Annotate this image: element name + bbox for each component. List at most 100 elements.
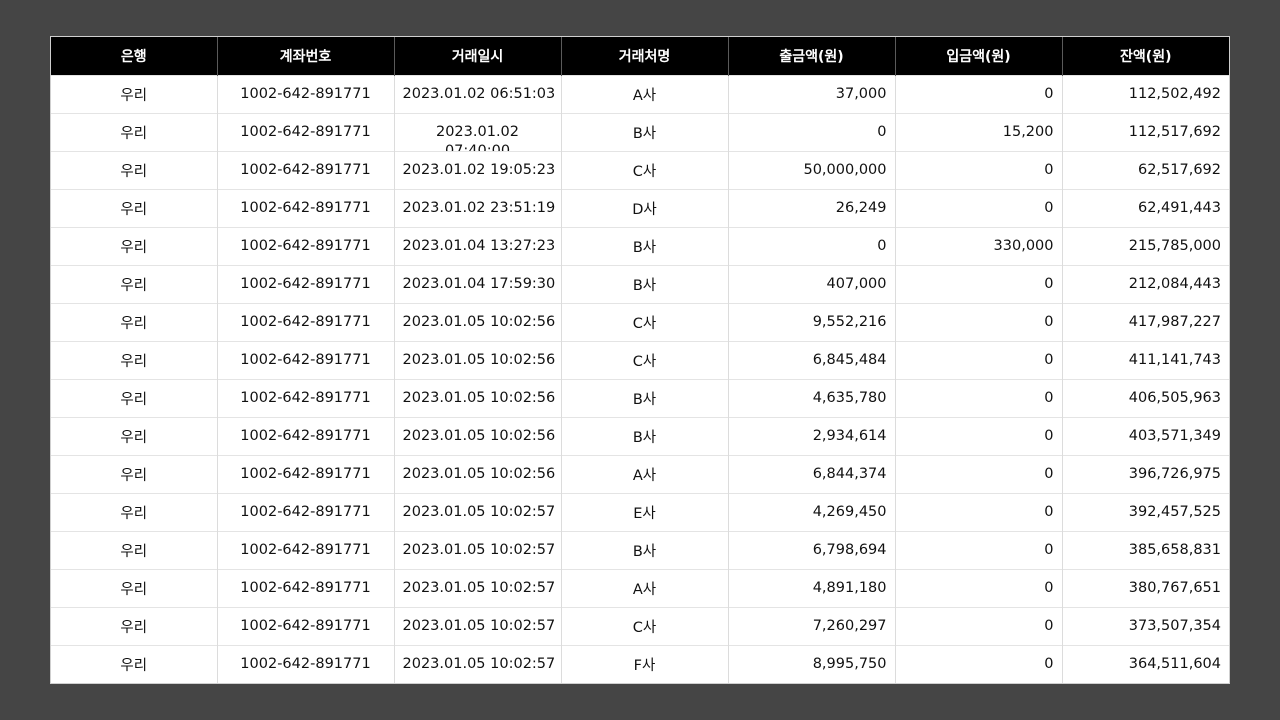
cell-bank: 우리 bbox=[51, 606, 218, 645]
cell-withdrawal: 9,552,216 bbox=[728, 302, 896, 341]
cell-deposit: 0 bbox=[895, 606, 1063, 645]
cell-counterparty: B사 bbox=[561, 264, 729, 303]
cell-deposit: 0 bbox=[895, 74, 1063, 113]
cell-transaction-datetime: 2023.01.05 10:02:57 bbox=[394, 606, 562, 645]
cell-counterparty: C사 bbox=[561, 150, 729, 189]
cell-account-number: 1002-642-891771 bbox=[217, 530, 395, 569]
cell-withdrawal: 0 bbox=[728, 112, 896, 151]
cell-bank: 우리 bbox=[51, 150, 218, 189]
table-row: 우리 1002-642-891771 2023.01.05 10:02:56 B사 2,… bbox=[51, 416, 1229, 455]
table-body: 우리 1002-642-891771 2023.01.02 06:51:03 A사 37… bbox=[51, 74, 1229, 683]
cell-transaction-datetime: 2023.01.02 07:40:00 bbox=[394, 112, 562, 151]
cell-transaction-datetime: 2023.01.02 19:05:23 bbox=[394, 150, 562, 189]
cell-withdrawal: 6,844,374 bbox=[728, 454, 896, 493]
cell-counterparty: E사 bbox=[561, 492, 729, 531]
cell-transaction-datetime: 2023.01.05 10:02:56 bbox=[394, 302, 562, 341]
cell-account-number: 1002-642-891771 bbox=[217, 606, 395, 645]
table-row: 우리 1002-642-891771 2023.01.05 10:02:57 C사 7,… bbox=[51, 606, 1229, 645]
cell-withdrawal: 2,934,614 bbox=[728, 416, 896, 455]
cell-balance: 380,767,651 bbox=[1062, 568, 1229, 607]
cell-withdrawal: 8,995,750 bbox=[728, 644, 896, 683]
cell-transaction-datetime: 2023.01.05 10:02:57 bbox=[394, 530, 562, 569]
cell-counterparty: B사 bbox=[561, 530, 729, 569]
cell-withdrawal: 6,845,484 bbox=[728, 340, 896, 379]
header-withdrawal: 출금액(원) bbox=[728, 37, 896, 75]
cell-counterparty: B사 bbox=[561, 378, 729, 417]
cell-account-number: 1002-642-891771 bbox=[217, 226, 395, 265]
cell-bank: 우리 bbox=[51, 530, 218, 569]
cell-deposit: 0 bbox=[895, 340, 1063, 379]
table-row: 우리 1002-642-891771 2023.01.02 19:05:23 C사 50… bbox=[51, 150, 1229, 189]
header-deposit: 입금액(원) bbox=[895, 37, 1063, 75]
cell-balance: 403,571,349 bbox=[1062, 416, 1229, 455]
cell-withdrawal: 4,635,780 bbox=[728, 378, 896, 417]
cell-counterparty: C사 bbox=[561, 340, 729, 379]
cell-withdrawal: 50,000,000 bbox=[728, 150, 896, 189]
cell-withdrawal: 4,269,450 bbox=[728, 492, 896, 531]
header-counterparty: 거래처명 bbox=[561, 37, 729, 75]
cell-account-number: 1002-642-891771 bbox=[217, 492, 395, 531]
cell-account-number: 1002-642-891771 bbox=[217, 302, 395, 341]
cell-bank: 우리 bbox=[51, 492, 218, 531]
cell-counterparty: A사 bbox=[561, 568, 729, 607]
cell-transaction-datetime: 2023.01.05 10:02:57 bbox=[394, 568, 562, 607]
cell-bank: 우리 bbox=[51, 416, 218, 455]
header-transaction-datetime: 거래일시 bbox=[394, 37, 562, 75]
cell-account-number: 1002-642-891771 bbox=[217, 568, 395, 607]
cell-balance: 396,726,975 bbox=[1062, 454, 1229, 493]
cell-bank: 우리 bbox=[51, 302, 218, 341]
header-row: 은행 계좌번호 거래일시 거래처명 출금액(원) 입금액(원) 잔액(원) bbox=[51, 37, 1229, 75]
cell-transaction-datetime: 2023.01.04 17:59:30 bbox=[394, 264, 562, 303]
table-header: 은행 계좌번호 거래일시 거래처명 출금액(원) 입금액(원) 잔액(원) bbox=[51, 37, 1229, 75]
cell-counterparty: B사 bbox=[561, 416, 729, 455]
cell-transaction-datetime: 2023.01.05 10:02:56 bbox=[394, 378, 562, 417]
cell-deposit: 330,000 bbox=[895, 226, 1063, 265]
cell-counterparty: A사 bbox=[561, 454, 729, 493]
cell-bank: 우리 bbox=[51, 112, 218, 151]
cell-text: 2023.01.02 07:40:00 bbox=[435, 123, 520, 151]
cell-account-number: 1002-642-891771 bbox=[217, 416, 395, 455]
cell-deposit: 0 bbox=[895, 568, 1063, 607]
cell-deposit: 0 bbox=[895, 378, 1063, 417]
cell-withdrawal: 407,000 bbox=[728, 264, 896, 303]
cell-balance: 212,084,443 bbox=[1062, 264, 1229, 303]
table-row: 우리 1002-642-891771 2023.01.04 17:59:30 B사 40… bbox=[51, 264, 1229, 303]
cell-account-number: 1002-642-891771 bbox=[217, 264, 395, 303]
cell-transaction-datetime: 2023.01.05 10:02:56 bbox=[394, 416, 562, 455]
table-row: 우리 1002-642-891771 2023.01.05 10:02:57 B사 6,… bbox=[51, 530, 1229, 569]
cell-account-number: 1002-642-891771 bbox=[217, 150, 395, 189]
cell-bank: 우리 bbox=[51, 340, 218, 379]
cell-balance: 112,517,692 bbox=[1062, 112, 1229, 151]
cell-deposit: 0 bbox=[895, 530, 1063, 569]
cell-deposit: 0 bbox=[895, 302, 1063, 341]
table-row: 우리 1002-642-891771 2023.01.05 10:02:56 C사 6,… bbox=[51, 340, 1229, 379]
cell-account-number: 1002-642-891771 bbox=[217, 378, 395, 417]
cell-withdrawal: 6,798,694 bbox=[728, 530, 896, 569]
table-row: 우리 1002-642-891771 2023.01.05 10:02:56 C사 9,… bbox=[51, 302, 1229, 341]
cell-deposit: 0 bbox=[895, 454, 1063, 493]
header-bank: 은행 bbox=[51, 37, 218, 75]
cell-withdrawal: 37,000 bbox=[728, 74, 896, 113]
cell-bank: 우리 bbox=[51, 568, 218, 607]
cell-counterparty: F사 bbox=[561, 644, 729, 683]
table-row: 우리 1002-642-891771 2023.01.04 13:27:23 B사 0 3… bbox=[51, 226, 1229, 265]
cell-balance: 364,511,604 bbox=[1062, 644, 1229, 683]
table-row: 우리 1002-642-891771 2023.01.02 07:40:00 B사 0 1… bbox=[51, 112, 1229, 151]
cell-withdrawal: 26,249 bbox=[728, 188, 896, 227]
cell-account-number: 1002-642-891771 bbox=[217, 74, 395, 113]
table-row: 우리 1002-642-891771 2023.01.05 10:02:56 B사 4,… bbox=[51, 378, 1229, 417]
cell-deposit: 0 bbox=[895, 644, 1063, 683]
cell-withdrawal: 7,260,297 bbox=[728, 606, 896, 645]
cell-balance: 62,491,443 bbox=[1062, 188, 1229, 227]
cell-withdrawal: 4,891,180 bbox=[728, 568, 896, 607]
cell-balance: 406,505,963 bbox=[1062, 378, 1229, 417]
header-balance: 잔액(원) bbox=[1062, 37, 1229, 75]
cell-deposit: 0 bbox=[895, 416, 1063, 455]
cell-deposit: 0 bbox=[895, 264, 1063, 303]
cell-transaction-datetime: 2023.01.05 10:02:56 bbox=[394, 454, 562, 493]
cell-balance: 62,517,692 bbox=[1062, 150, 1229, 189]
cell-account-number: 1002-642-891771 bbox=[217, 644, 395, 683]
cell-deposit: 0 bbox=[895, 492, 1063, 531]
cell-transaction-datetime: 2023.01.05 10:02:57 bbox=[394, 644, 562, 683]
cell-deposit: 0 bbox=[895, 188, 1063, 227]
